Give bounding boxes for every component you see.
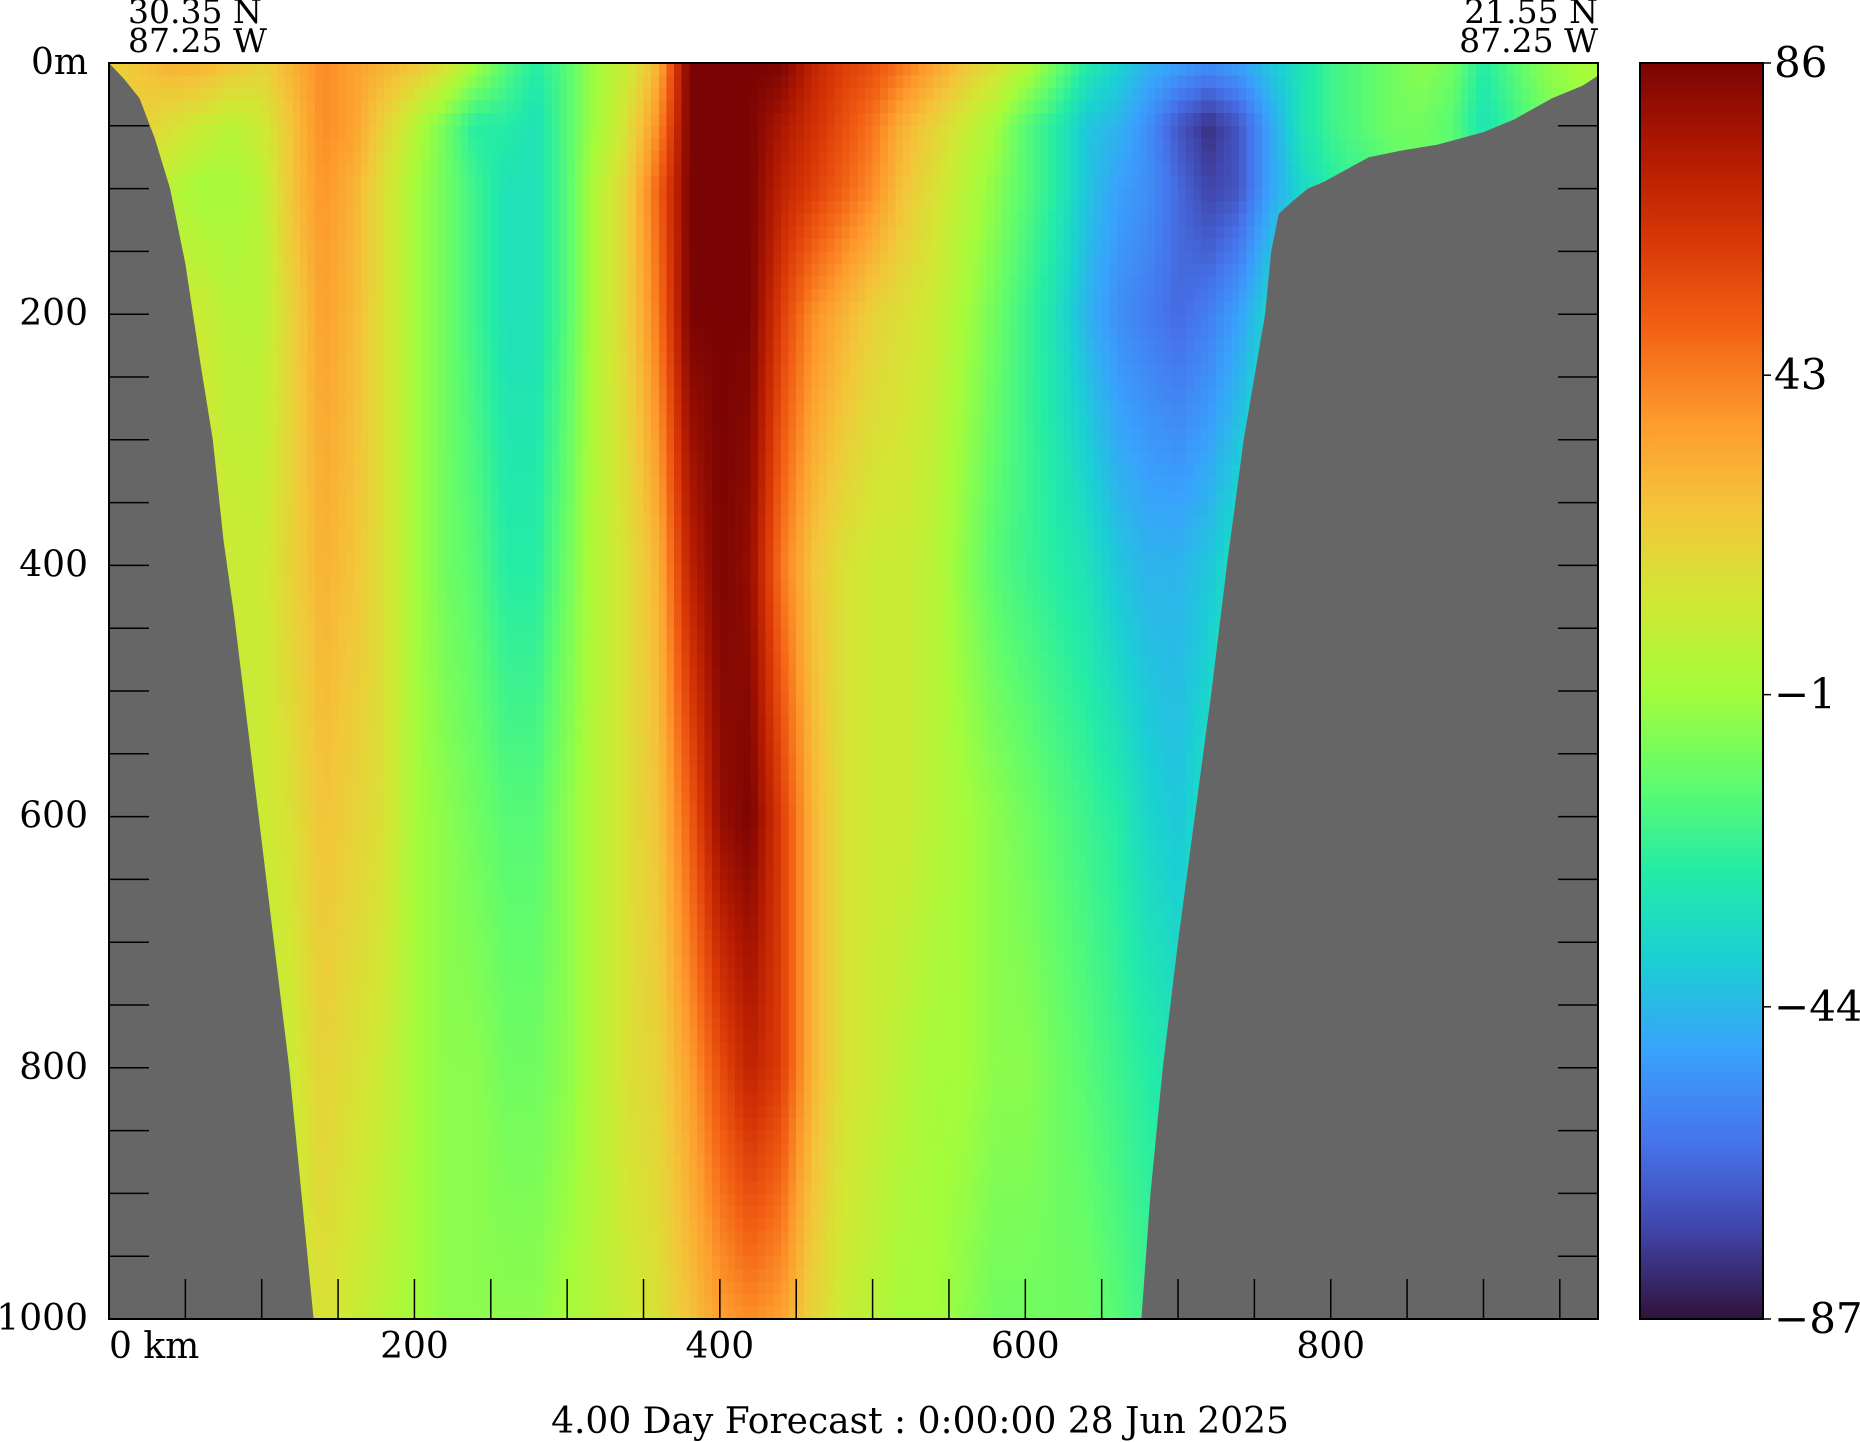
y-tick-label: 0m xyxy=(31,42,88,83)
forecast-title: 4.00 Day Forecast : 0:00:00 28 Jun 2025 xyxy=(551,1401,1289,1442)
x-tick-label: 400 xyxy=(686,1326,755,1367)
colorbar xyxy=(1640,63,1763,1319)
x-axis-labels: 0 km 200 400 600 800 xyxy=(109,1326,1365,1367)
section-start-lon: 87.25 W xyxy=(128,21,267,60)
y-axis-labels: 0m 200 400 600 800 1000 xyxy=(0,42,88,1339)
y-tick-label: 600 xyxy=(19,796,88,837)
colorbar-tick-label: −87 xyxy=(1774,1294,1860,1343)
colorbar-tick-label: −1 xyxy=(1774,670,1836,719)
y-tick-label: 800 xyxy=(19,1047,88,1088)
y-tick-label: 200 xyxy=(19,293,88,334)
x-tick-label: 800 xyxy=(1296,1326,1365,1367)
x-tick-label: 0 km xyxy=(109,1326,199,1367)
colorbar-tick-label: −44 xyxy=(1774,982,1860,1031)
x-tick-label: 600 xyxy=(991,1326,1060,1367)
section-end-lon: 87.25 W xyxy=(1459,21,1598,60)
x-tick-label: 200 xyxy=(380,1326,449,1367)
colorbar-tick-label: 86 xyxy=(1774,38,1827,87)
plot-area xyxy=(109,63,1599,1320)
colorbar-ticks: 86 43 −1 −44 −87 xyxy=(1763,38,1860,1343)
colorbar-tick-label: 43 xyxy=(1774,350,1827,399)
y-tick-label: 1000 xyxy=(0,1298,88,1339)
y-tick-label: 400 xyxy=(19,544,88,585)
